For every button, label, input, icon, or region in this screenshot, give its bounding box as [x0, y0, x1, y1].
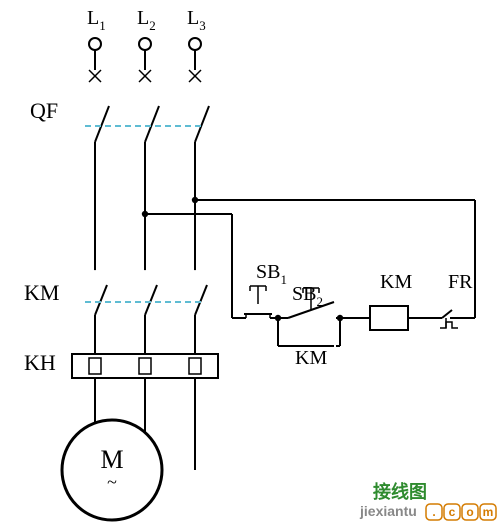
- svg-text:c: c: [449, 505, 456, 519]
- svg-text:L1: L1: [87, 7, 106, 33]
- svg-text:.: .: [432, 505, 435, 519]
- svg-text:FR: FR: [448, 271, 473, 293]
- svg-text:~: ~: [107, 472, 117, 492]
- svg-text:M: M: [100, 445, 123, 474]
- svg-text:m: m: [483, 505, 494, 519]
- svg-text:jiexiantu: jiexiantu: [359, 503, 417, 519]
- svg-text:QF: QF: [30, 98, 58, 123]
- svg-text:KH: KH: [24, 350, 56, 375]
- svg-text:SB1: SB1: [256, 261, 287, 287]
- svg-text:SB2: SB2: [292, 283, 323, 309]
- svg-text:L2: L2: [137, 7, 156, 33]
- svg-text:KM: KM: [24, 280, 59, 305]
- svg-text:接线图: 接线图: [373, 481, 427, 502]
- svg-text:o: o: [466, 505, 473, 519]
- svg-text:L3: L3: [187, 7, 206, 33]
- svg-text:KM: KM: [295, 347, 327, 369]
- svg-text:KM: KM: [380, 271, 412, 293]
